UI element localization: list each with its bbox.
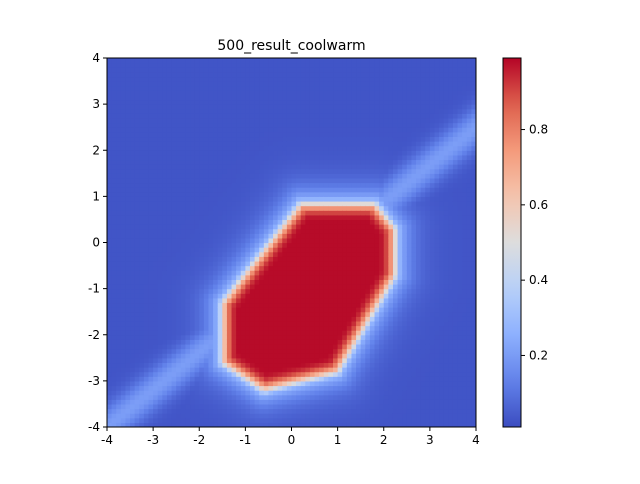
x-tick-label: -1 <box>239 433 251 447</box>
y-tick-label: 1 <box>92 189 100 203</box>
y-tick-label: 0 <box>92 236 100 250</box>
colorbar-gradient <box>503 58 521 427</box>
x-tick-label: 1 <box>334 433 342 447</box>
x-tick-label: 3 <box>426 433 434 447</box>
x-tick-label: -4 <box>101 433 113 447</box>
x-axis: -4 -3 -2 -1 0 1 2 3 4 <box>101 427 480 447</box>
colorbar-tick-label: 0.6 <box>529 198 548 212</box>
y-tick-label: 2 <box>92 143 100 157</box>
colorbar-tick-label: 0.4 <box>529 273 548 287</box>
x-tick-label: -2 <box>193 433 205 447</box>
heatmap-area <box>107 58 477 428</box>
chart-title: 500_result_coolwarm <box>217 38 365 54</box>
y-tick-label: -3 <box>88 374 100 388</box>
colorbar-tick-label: 0.2 <box>529 348 548 362</box>
x-tick-label: 2 <box>380 433 388 447</box>
colorbar: 0.2 0.4 0.6 0.8 <box>503 58 548 427</box>
y-tick-label: -4 <box>88 420 100 434</box>
y-tick-label: 3 <box>92 97 100 111</box>
colorbar-tick-label: 0.8 <box>529 123 548 137</box>
x-tick-label: -3 <box>147 433 159 447</box>
x-tick-label: 4 <box>472 433 480 447</box>
x-tick-label: 0 <box>288 433 296 447</box>
y-tick-label: -2 <box>88 328 100 342</box>
y-axis: -4 -3 -2 -1 0 1 2 3 4 <box>88 51 107 434</box>
y-tick-label: -1 <box>88 282 100 296</box>
y-tick-label: 4 <box>92 51 100 65</box>
